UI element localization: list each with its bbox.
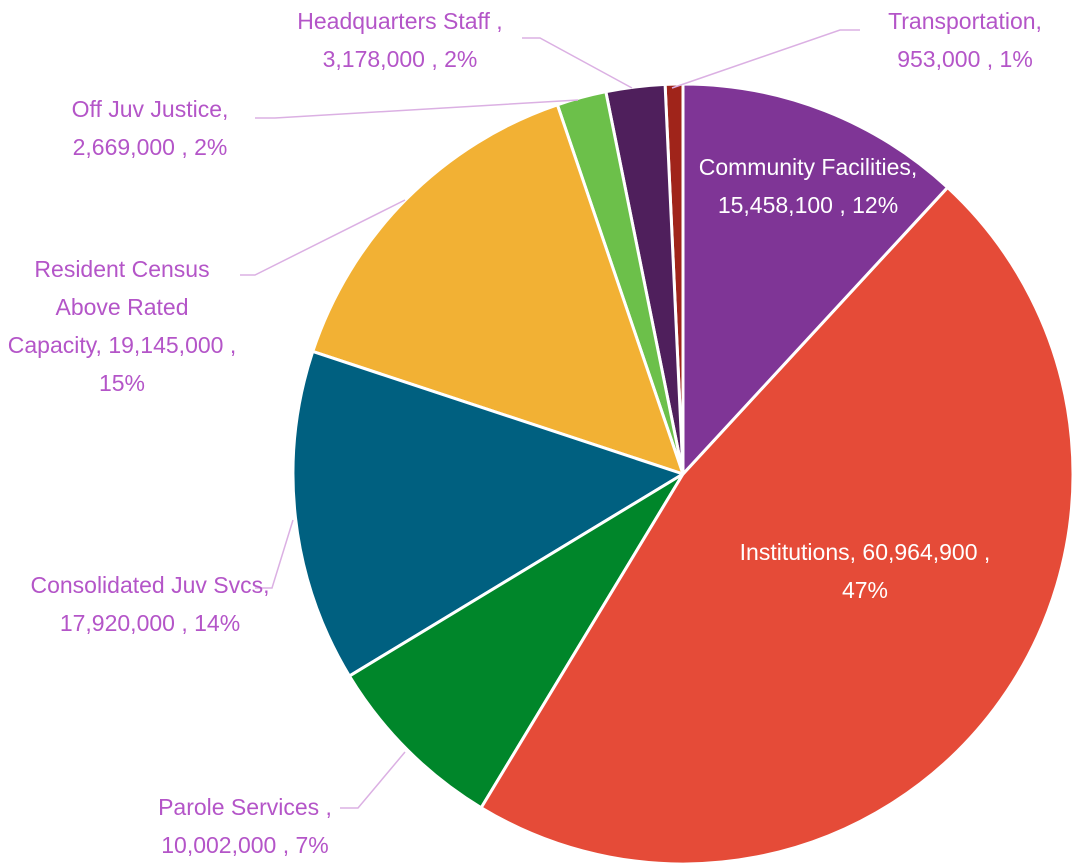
pie-slice: [291, 349, 687, 679]
category-label: Parole Services ,: [158, 794, 332, 820]
category-label: Headquarters Staff ,: [297, 8, 503, 34]
leader-line: [255, 519, 294, 589]
data-label: Parole Services , 10,002,000 , 7%: [110, 788, 380, 864]
data-label: Institutions, 60,964,900 , 47%: [735, 533, 995, 609]
value-label: 19,145,000 , 15%: [98, 332, 237, 396]
value-label: 17,920,000 , 14%: [59, 610, 241, 636]
data-label: Headquarters Staff , 3,178,000 , 2%: [250, 2, 550, 78]
leader-line: [240, 199, 406, 276]
category-label: Community Facilities,: [698, 154, 918, 180]
data-label: Consolidated Juv Svcs, 17,920,000 , 14%: [25, 566, 275, 642]
value-label: 953,000 , 1%: [897, 46, 1033, 72]
pie-slice: [347, 472, 685, 810]
leader-line: [340, 751, 406, 809]
data-label: Resident Census Above Rated Capacity, 19…: [7, 250, 237, 402]
leader-lines: [240, 29, 860, 809]
data-label: Community Facilities, 15,458,100 , 12%: [688, 148, 928, 224]
data-label: Off Juv Justice, 2,669,000 , 2%: [30, 90, 270, 166]
pie-slice: [479, 185, 1075, 865]
category-label: Consolidated Juv Svcs,: [30, 572, 270, 598]
pie-slice: [681, 82, 950, 478]
value-label: 10,002,000 , 7%: [161, 832, 329, 858]
leader-line: [671, 29, 860, 89]
value-label: 60,964,900 , 47%: [841, 539, 991, 603]
value-label: 3,178,000 , 2%: [322, 46, 478, 72]
value-label: 15,458,100 , 12%: [717, 192, 899, 218]
category-label: Resident Census Above Rated Capacity,: [7, 256, 210, 358]
leader-line: [255, 99, 579, 119]
category-label: Institutions,: [739, 539, 857, 565]
category-label: Transportation,: [888, 8, 1042, 34]
leader-line: [522, 37, 633, 89]
category-label: Off Juv Justice,: [71, 96, 229, 122]
value-label: 2,669,000 , 2%: [72, 134, 228, 160]
data-label: Transportation, 953,000 , 1%: [850, 2, 1078, 78]
